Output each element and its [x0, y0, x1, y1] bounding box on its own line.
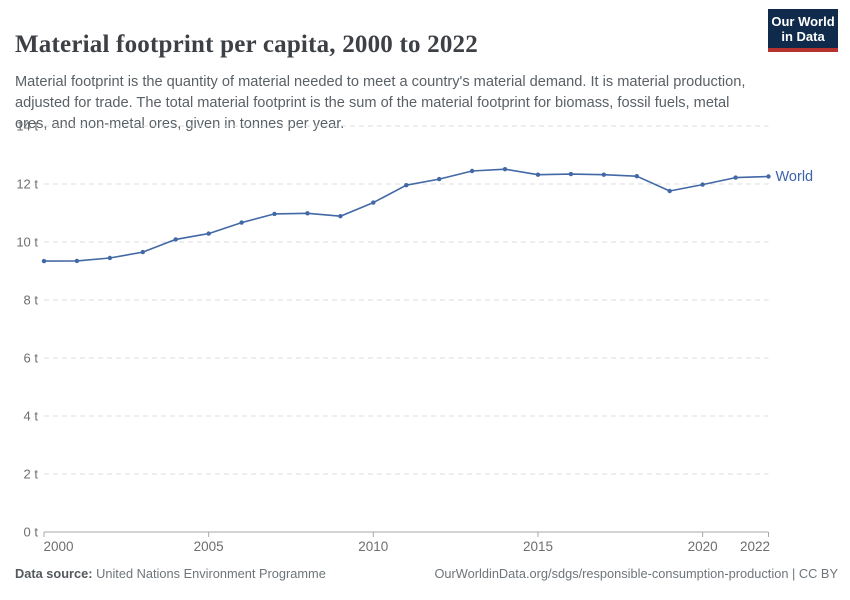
- data-line-world[interactable]: [43, 168, 770, 262]
- owid-logo-line2: in Data: [781, 28, 825, 44]
- y-axis-tick-label: 0 t: [24, 525, 39, 540]
- data-point[interactable]: [766, 174, 771, 179]
- data-point[interactable]: [733, 175, 738, 180]
- x-axis-tick-label: 2000: [44, 539, 74, 554]
- data-source: Data source: United Nations Environment …: [15, 566, 326, 581]
- x-axis-tick-label: 2005: [194, 539, 224, 554]
- data-point[interactable]: [601, 172, 606, 177]
- data-point[interactable]: [469, 168, 475, 174]
- data-point[interactable]: [173, 237, 178, 242]
- x-axis-tick-label: 2022: [740, 539, 770, 554]
- data-point[interactable]: [502, 167, 508, 172]
- data-source-value: United Nations Environment Programme: [92, 566, 326, 581]
- page-title: Material footprint per capita, 2000 to 2…: [15, 30, 478, 58]
- data-point[interactable]: [404, 183, 409, 188]
- data-point[interactable]: [206, 231, 211, 236]
- y-axis-tick-label: 10 t: [16, 235, 38, 250]
- owid-logo[interactable]: Our World in Data: [768, 9, 838, 52]
- data-point[interactable]: [239, 220, 244, 225]
- credit-link[interactable]: OurWorldinData.org/sdgs/responsible-cons…: [434, 566, 838, 581]
- data-point[interactable]: [305, 211, 310, 216]
- y-axis-tick-label: 2 t: [24, 467, 39, 482]
- data-point[interactable]: [667, 188, 672, 194]
- y-axis-tick-label: 14 t: [16, 119, 38, 134]
- data-point[interactable]: [371, 200, 376, 205]
- data-point[interactable]: [568, 171, 574, 177]
- data-point[interactable]: [535, 172, 541, 177]
- chart-footer: Data source: United Nations Environment …: [0, 566, 850, 581]
- data-point[interactable]: [107, 255, 113, 261]
- data-point[interactable]: [338, 214, 343, 219]
- y-axis-tick-label: 8 t: [24, 293, 39, 308]
- data-point[interactable]: [634, 174, 639, 179]
- data-point[interactable]: [41, 258, 47, 264]
- x-axis-tick-label: 2010: [358, 539, 388, 554]
- y-axis-tick-label: 4 t: [24, 409, 39, 424]
- chart-subtitle: Material footprint is the quantity of ma…: [15, 73, 746, 132]
- data-point[interactable]: [437, 176, 442, 182]
- line-chart[interactable]: 0 t 2 t 4 t 6 t 8 t 10 t 12 t 14 t 2000 2005 2010 2…: [0, 110, 850, 562]
- x-axis-tick-label: 2020: [688, 539, 718, 554]
- data-point[interactable]: [140, 249, 145, 255]
- y-axis-tick-label: 6 t: [24, 351, 39, 366]
- data-point[interactable]: [700, 182, 705, 187]
- data-source-label: Data source:: [15, 566, 93, 581]
- owid-logo-line1: Our World: [771, 13, 835, 29]
- series-end-label[interactable]: World: [776, 169, 814, 185]
- data-point[interactable]: [74, 258, 80, 264]
- data-point[interactable]: [272, 211, 277, 217]
- x-axis-tick-label: 2015: [523, 539, 553, 554]
- y-axis-tick-label: 12 t: [16, 177, 38, 192]
